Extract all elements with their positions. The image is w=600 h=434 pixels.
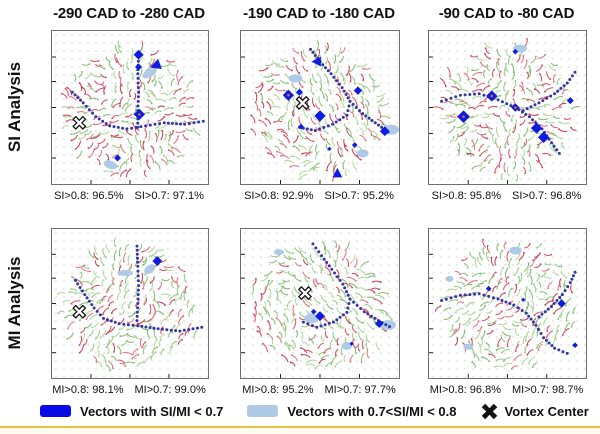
arrow-field — [60, 40, 201, 178]
vector-field-panel-si-290 — [51, 30, 209, 185]
axis-ticks — [429, 253, 548, 378]
legend-label-mid: Vectors with 0.7<SI/MI < 0.8 — [287, 403, 457, 419]
axis-ticks — [52, 253, 170, 378]
panel-stats: MI>0.8: 95.2% MI>0.7: 97.7% — [240, 384, 398, 396]
stat-threshold-08: MI>0.8: 95.2% — [242, 384, 314, 396]
vector-field-panel-mi-190 — [240, 228, 400, 379]
arrow-field — [57, 237, 198, 372]
legend: Vectors with SI/MI < 0.7 Vectors with 0.… — [40, 400, 600, 422]
stat-threshold-07: SI>0.7: 97.1% — [134, 190, 204, 202]
panel-stats: SI>0.8: 95.8% SI>0.7: 96.8% — [428, 190, 585, 202]
column-title-1: -290 CAD to -280 CAD — [53, 5, 205, 22]
stat-threshold-08: SI>0.8: 92.9% — [244, 190, 314, 202]
axis-ticks — [241, 56, 360, 184]
arrow-field — [250, 40, 391, 182]
panel-stats: MI>0.8: 98.1% MI>0.7: 99.0% — [51, 384, 207, 396]
legend-label-low: Vectors with SI/MI < 0.7 — [80, 403, 224, 419]
vortex-center-markers — [72, 115, 87, 130]
legend-label-vortex: Vortex Center — [504, 403, 589, 419]
column-title-3: -90 CAD to -80 CAD — [438, 5, 575, 22]
vector-field-panel-mi-90 — [428, 228, 587, 379]
legend-lightblue-swatch — [247, 405, 279, 417]
stat-threshold-08: SI>0.8: 96.5% — [54, 190, 124, 202]
vortex-center-markers — [295, 96, 310, 110]
bottom-accent-line — [0, 426, 600, 428]
axis-ticks — [52, 56, 170, 184]
stat-threshold-07: MI>0.7: 97.7% — [324, 384, 396, 396]
panel-stats: SI>0.8: 92.9% SI>0.7: 95.2% — [240, 190, 398, 202]
panel-stats: SI>0.8: 96.5% SI>0.7: 97.1% — [51, 190, 207, 202]
vortex-center-markers — [72, 304, 87, 319]
panel-stats: MI>0.8: 96.8% MI>0.7: 98.7% — [428, 384, 585, 396]
legend-blue-swatch — [40, 405, 71, 417]
panel-cell-si-90: SI>0.8: 95.8% SI>0.7: 96.8% — [428, 30, 587, 202]
arrow-field — [251, 240, 393, 370]
vector-field-panel-si-190 — [240, 30, 400, 185]
low-si-mi-markers — [152, 256, 163, 266]
vector-field-panel-si-90 — [428, 30, 587, 185]
panel-cell-mi-190: MI>0.8: 95.2% MI>0.7: 97.7% — [240, 228, 400, 396]
stat-threshold-08: SI>0.8: 95.8% — [431, 190, 501, 202]
row-label-si-analysis: SI Analysis — [5, 61, 24, 153]
below-accent-strip — [0, 428, 600, 434]
separatrix-dotted-curve — [73, 244, 204, 333]
vortex-center-icon — [481, 403, 497, 419]
stat-threshold-07: MI>0.7: 98.7% — [512, 384, 584, 396]
stat-threshold-07: SI>0.7: 96.8% — [512, 190, 582, 202]
panel-cell-mi-90: MI>0.8: 96.8% MI>0.7: 98.7% — [428, 228, 587, 396]
vector-field-panel-mi-290 — [51, 228, 209, 379]
panel-cell-mi-290: MI>0.8: 98.1% MI>0.7: 99.0% — [51, 228, 209, 396]
row-label-mi-analysis: MI Analysis — [5, 256, 24, 350]
separatrix-dotted-curve — [440, 270, 577, 355]
stat-threshold-07: MI>0.7: 99.0% — [134, 384, 206, 396]
axis-ticks — [429, 56, 548, 184]
panel-cell-si-290: SI>0.8: 96.5% SI>0.7: 97.1% — [51, 30, 209, 202]
stat-threshold-08: MI>0.8: 98.1% — [52, 384, 124, 396]
stat-threshold-07: SI>0.7: 95.2% — [324, 190, 394, 202]
column-title-2: -190 CAD to -180 CAD — [243, 5, 395, 22]
panel-cell-si-190: SI>0.8: 92.9% SI>0.7: 95.2% — [240, 30, 400, 202]
low-si-mi-markers — [310, 308, 384, 346]
vortex-center-markers — [298, 286, 312, 300]
separatrix-dotted-curve — [440, 70, 577, 155]
arrow-field — [433, 38, 581, 182]
separatrix-dotted-curve — [301, 242, 391, 329]
separatrix-dotted-curve — [70, 55, 205, 131]
stat-threshold-08: MI>0.8: 96.8% — [429, 384, 501, 396]
axis-ticks — [241, 253, 360, 378]
